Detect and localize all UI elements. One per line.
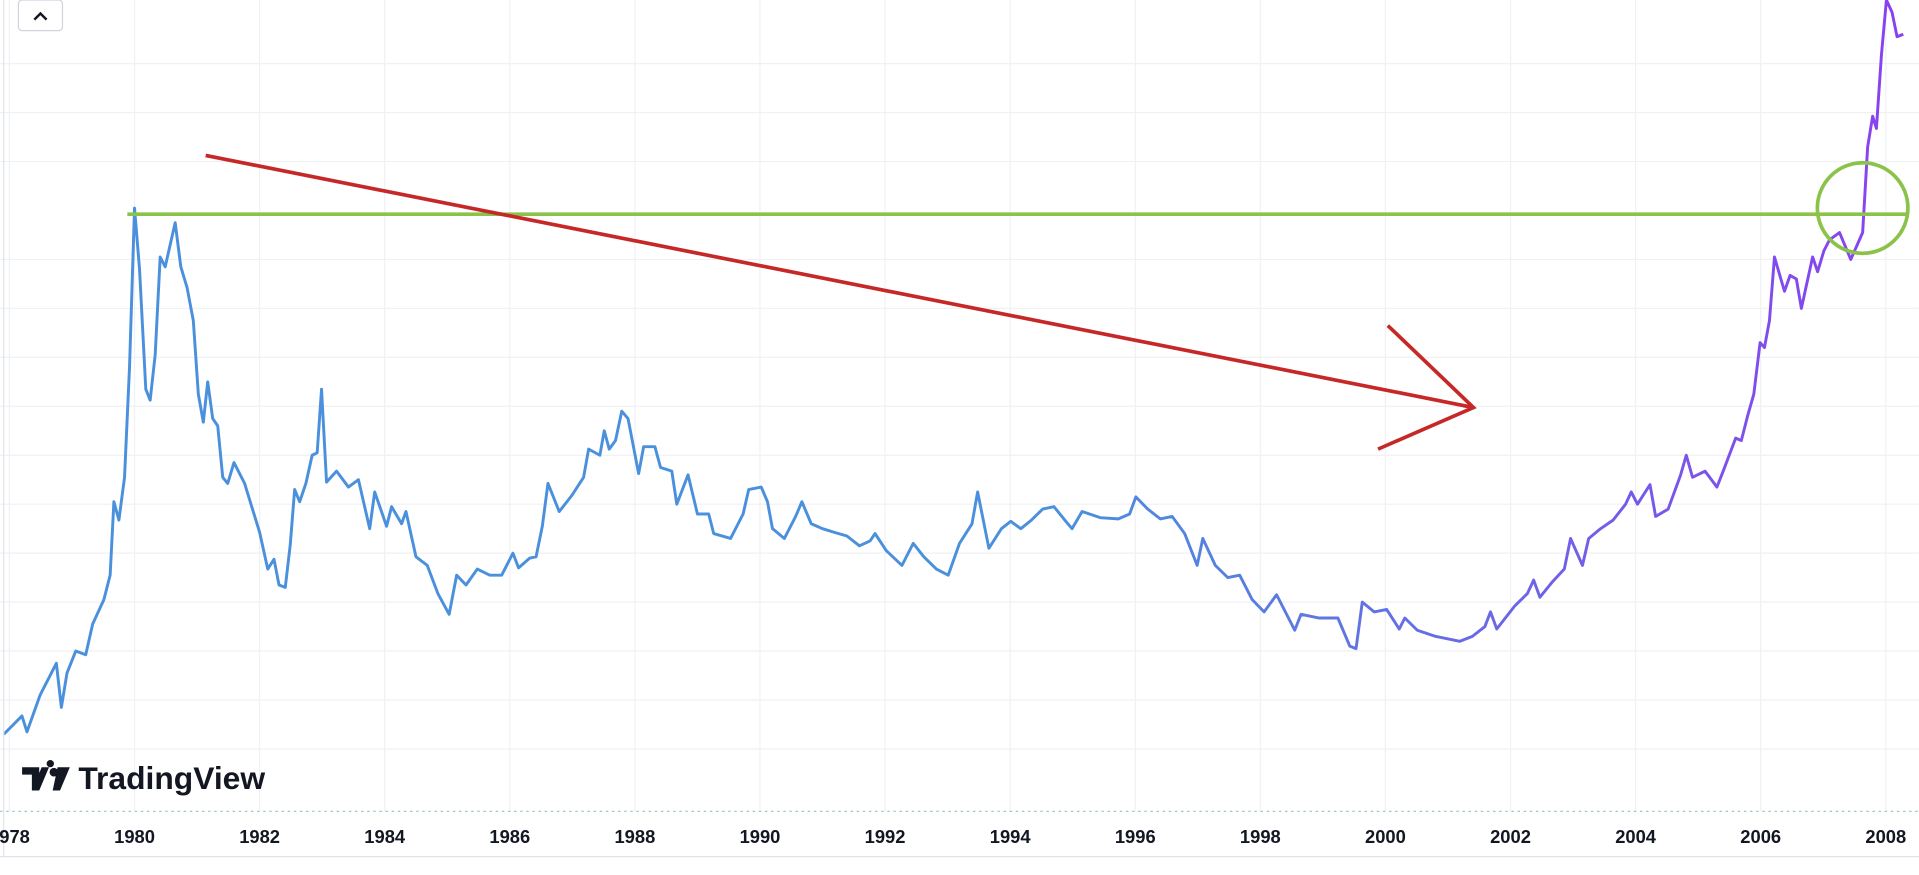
x-tick-label: 1978 bbox=[0, 826, 30, 847]
x-tick-label: 1986 bbox=[489, 826, 530, 847]
x-tick-label: 1982 bbox=[239, 826, 280, 847]
circle-drawing bbox=[1815, 160, 1910, 256]
x-tick-label: 2008 bbox=[1865, 826, 1906, 847]
logo-dot bbox=[49, 767, 59, 777]
x-tick-label: 1994 bbox=[990, 826, 1032, 847]
price-line bbox=[2, 0, 1904, 736]
x-tick-label: 1988 bbox=[614, 826, 655, 847]
plot bbox=[2, 0, 1904, 736]
logo-icon bbox=[22, 759, 54, 791]
x-tick-label: 1990 bbox=[740, 826, 781, 847]
collapse-button[interactable] bbox=[17, 0, 64, 32]
x-tick-label: 2000 bbox=[1365, 826, 1406, 847]
x-tick-label: 1998 bbox=[1240, 826, 1281, 847]
x-axis: 1978 1980 1982 1984 1986 1988 1990 1992 1994 1996… bbox=[0, 826, 1906, 847]
x-tick-label: 1992 bbox=[865, 826, 906, 847]
button-box[interactable] bbox=[17, 0, 64, 32]
x-tick-label: 1984 bbox=[364, 826, 406, 847]
logo-text: TradingView bbox=[78, 760, 265, 796]
logo-flag bbox=[52, 767, 70, 791]
x-tick-label: 1980 bbox=[114, 826, 155, 847]
logo: TradingView bbox=[22, 759, 265, 796]
chevron-icon bbox=[33, 11, 48, 21]
x-tick-label: 2002 bbox=[1490, 826, 1531, 847]
arrow-drawing bbox=[205, 153, 1477, 451]
x-tick-label: 2006 bbox=[1740, 826, 1781, 847]
x-tick-label: 2004 bbox=[1615, 826, 1657, 847]
x-tick-label: 1996 bbox=[1115, 826, 1156, 847]
horizontal-grid bbox=[0, 63, 1919, 750]
